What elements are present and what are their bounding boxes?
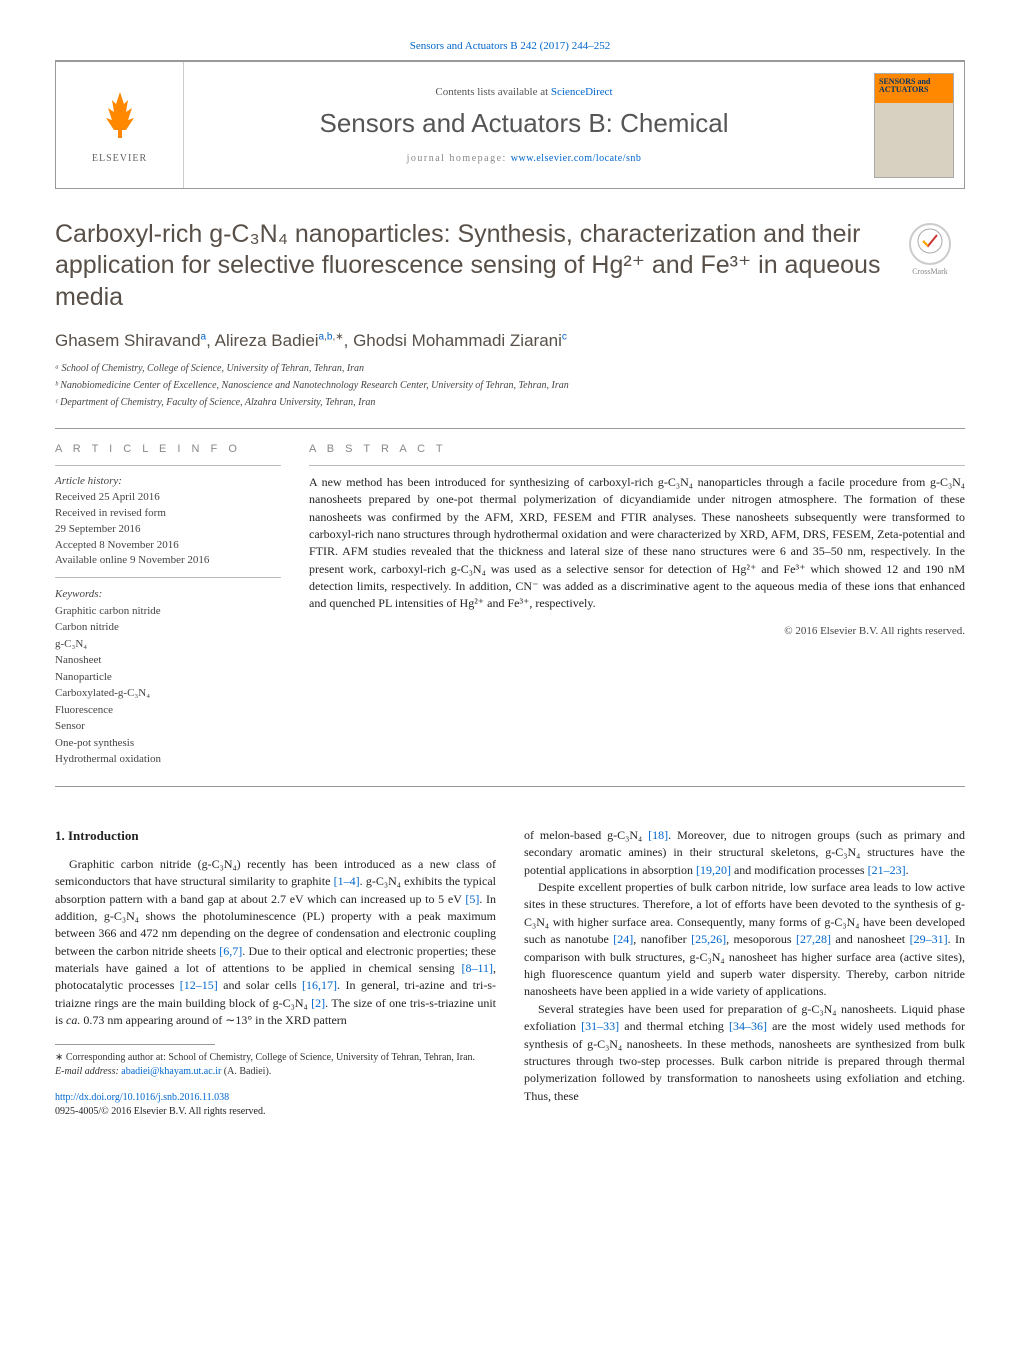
body-paragraph: Despite excellent properties of bulk car… [524, 879, 965, 1001]
history-line: 29 September 2016 [55, 522, 281, 538]
keyword: Graphitic carbon nitride [55, 603, 281, 620]
keyword: One-pot synthesis [55, 735, 281, 752]
rule-mini [309, 465, 965, 466]
rule-section [55, 428, 965, 429]
email-suffix: (A. Badiei). [221, 1066, 271, 1077]
abstract-copyright: © 2016 Elsevier B.V. All rights reserved… [309, 625, 965, 637]
cover-thumb-text: SENSORS and ACTUATORS [879, 78, 953, 96]
sciencedirect-link[interactable]: ScienceDirect [551, 86, 613, 98]
publisher-name: ELSEVIER [92, 153, 148, 164]
keyword: Carboxylated-g-C₃N₄ [55, 685, 281, 702]
keyword: Nanoparticle [55, 669, 281, 686]
rule-section [55, 786, 965, 787]
abstract-text: A new method has been introduced for syn… [309, 474, 965, 613]
article-title: Carboxyl-rich g-C₃N₄ nanoparticles: Synt… [55, 219, 883, 313]
journal-cover-cell: SENSORS and ACTUATORS [864, 62, 964, 188]
rule-mini [55, 465, 281, 466]
contents-prefix: Contents lists available at [435, 86, 550, 98]
article-history: Article history: Received 25 April 2016 … [55, 474, 281, 570]
keyword: Sensor [55, 718, 281, 735]
crossmark-icon [917, 228, 943, 260]
email-footnote: E-mail address: abadiei@khayam.ut.ac.ir … [55, 1065, 496, 1079]
affiliations: ᵃ School of Chemistry, College of Scienc… [55, 361, 965, 410]
doi-block: http://dx.doi.org/10.1016/j.snb.2016.11.… [55, 1091, 496, 1120]
body-columns: 1. Introduction Graphitic carbon nitride… [55, 827, 965, 1120]
keyword: Carbon nitride [55, 619, 281, 636]
contents-available: Contents lists available at ScienceDirec… [435, 86, 612, 98]
elsevier-tree-icon [92, 86, 148, 151]
affiliation: ᶜ Department of Chemistry, Faculty of Sc… [55, 395, 965, 410]
crossmark-badge[interactable]: CrossMark [895, 223, 965, 276]
journal-reference-link[interactable]: Sensors and Actuators B 242 (2017) 244–2… [410, 40, 610, 52]
body-paragraph: of melon-based g-C₃N₄ [18]. Moreover, du… [524, 827, 965, 879]
affiliation: ᵃ School of Chemistry, College of Scienc… [55, 361, 965, 376]
intro-heading: 1. Introduction [55, 827, 496, 846]
journal-header: ELSEVIER Contents lists available at Sci… [55, 61, 965, 189]
abstract-column: A B S T R A C T A new method has been in… [309, 443, 965, 768]
history-line: Received 25 April 2016 [55, 490, 281, 506]
article-info-column: A R T I C L E I N F O Article history: R… [55, 443, 281, 768]
keywords-label: Keywords: [55, 586, 281, 603]
body-paragraph: Several strategies have been used for pr… [524, 1001, 965, 1105]
keyword: Nanosheet [55, 652, 281, 669]
authors: Ghasem Shiravanda, Alireza Badieia,b,∗, … [55, 331, 965, 351]
keyword: Hydrothermal oxidation [55, 751, 281, 768]
history-line: Received in revised form [55, 506, 281, 522]
keyword: g-C₃N₄ [55, 636, 281, 653]
body-paragraph: Graphitic carbon nitride (g-C₃N₄) recent… [55, 856, 496, 1030]
homepage-prefix: journal homepage: [407, 153, 511, 164]
keyword: Fluorescence [55, 702, 281, 719]
journal-homepage: journal homepage: www.elsevier.com/locat… [407, 153, 642, 164]
footnote-separator [55, 1044, 215, 1045]
journal-cover-thumb: SENSORS and ACTUATORS [874, 73, 954, 178]
doi-link[interactable]: http://dx.doi.org/10.1016/j.snb.2016.11.… [55, 1092, 229, 1103]
history-line: Available online 9 November 2016 [55, 553, 281, 569]
keywords-block: Keywords: Graphitic carbon nitride Carbo… [55, 586, 281, 768]
affiliation: ᵇ Nanobiomedicine Center of Excellence, … [55, 378, 965, 393]
abstract-label: A B S T R A C T [309, 443, 965, 455]
article-info-label: A R T I C L E I N F O [55, 443, 281, 455]
rule-mini [55, 577, 281, 578]
history-line: Accepted 8 November 2016 [55, 538, 281, 554]
crossmark-label: CrossMark [895, 267, 965, 276]
body-column-right: of melon-based g-C₃N₄ [18]. Moreover, du… [524, 827, 965, 1120]
history-label: Article history: [55, 474, 281, 490]
body-column-left: 1. Introduction Graphitic carbon nitride… [55, 827, 496, 1120]
homepage-link[interactable]: www.elsevier.com/locate/snb [511, 153, 642, 164]
email-link[interactable]: abadiei@khayam.ut.ac.ir [121, 1066, 221, 1077]
issn-copyright: 0925-4005/© 2016 Elsevier B.V. All right… [55, 1106, 265, 1117]
email-label: E-mail address: [55, 1066, 121, 1077]
journal-name: Sensors and Actuators B: Chemical [320, 108, 729, 139]
corresponding-author-note: ∗ Corresponding author at: School of Che… [55, 1051, 496, 1065]
publisher-logo-cell: ELSEVIER [56, 62, 184, 188]
journal-reference: Sensors and Actuators B 242 (2017) 244–2… [55, 40, 965, 52]
